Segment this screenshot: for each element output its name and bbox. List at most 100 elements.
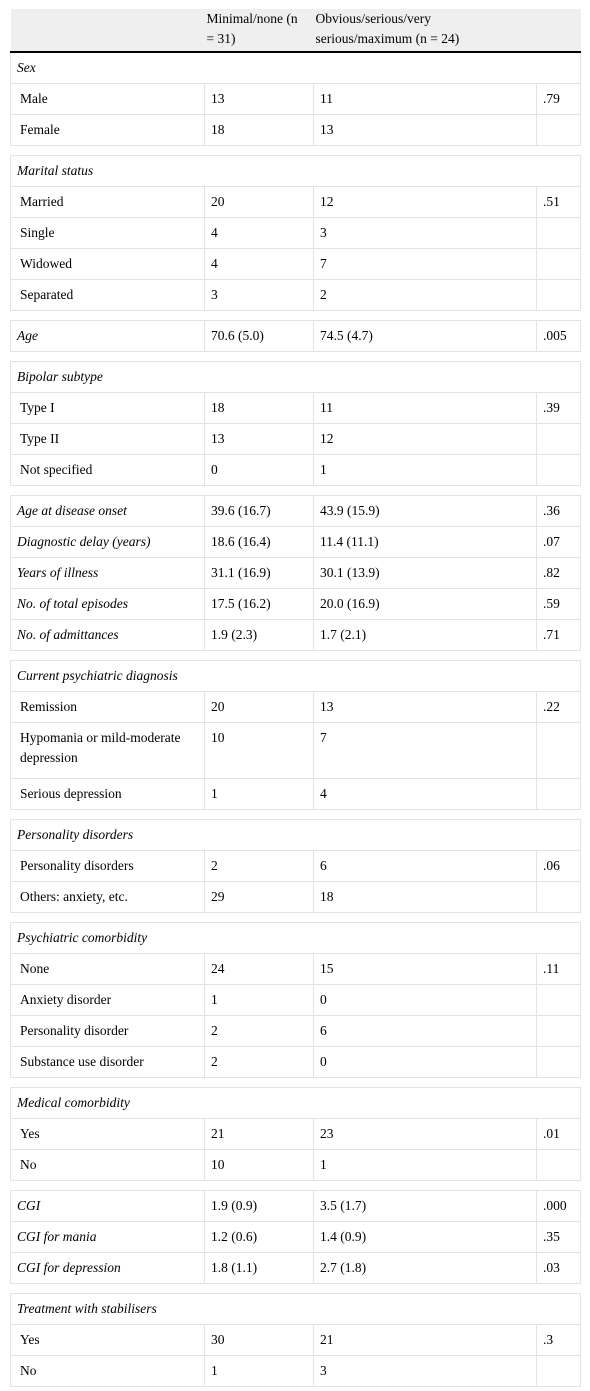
p-value: .01 [536, 1118, 581, 1150]
obvious-value: 6 [313, 1015, 537, 1047]
p-value: .39 [536, 392, 581, 424]
table-row: No. of total episodes 17.5 (16.2) 20.0 (16… [10, 588, 581, 620]
table-row: Personality disorders 2 6.06 [10, 850, 581, 882]
row-label: Anxiety disorder [10, 984, 205, 1016]
table-row: CGI for depression 1.8 (1.1) 2.7 (1.8) .03 [10, 1252, 581, 1284]
obvious-value: 74.5 (4.7) [313, 320, 537, 352]
p-value [536, 984, 581, 1016]
row-label: Married [10, 186, 205, 218]
obvious-value: 1.7 (2.1) [313, 619, 537, 651]
minimal-value: 1.2 (0.6) [204, 1221, 314, 1253]
obvious-value: 3.5 (1.7) [313, 1190, 537, 1222]
minimal-value: 10 [204, 722, 314, 779]
row-label: CGI for mania [10, 1221, 205, 1253]
section-heading-row: Bipolar subtype [10, 361, 581, 393]
table-row: Female 18 13 [10, 114, 581, 146]
row-label: Separated [10, 279, 205, 311]
row-spacer [10, 1180, 581, 1191]
row-label: Diagnostic delay (years) [10, 526, 205, 558]
minimal-value: 30 [204, 1324, 314, 1356]
obvious-value: 6 [313, 850, 537, 882]
row-spacer [10, 485, 581, 496]
minimal-value: 18.6 (16.4) [204, 526, 314, 558]
section-title: Bipolar subtype [10, 361, 581, 393]
obvious-value: 30.1 (13.9) [313, 557, 537, 589]
row-label: Type I [10, 392, 205, 424]
section-title: Personality disorders [10, 819, 581, 851]
header-col-minimal: Minimal/none (n = 31) [204, 9, 314, 53]
table-row: None 24 15.11 [10, 953, 581, 985]
minimal-value: 1.8 (1.1) [204, 1252, 314, 1284]
table-row: Others: anxiety, etc. 29 18 [10, 881, 581, 913]
table-row: Yes 21 23.01 [10, 1118, 581, 1150]
p-value [536, 1015, 581, 1047]
section-title: Psychiatric comorbidity [10, 922, 581, 954]
table-row: Age at disease onset 39.6 (16.7) 43.9 (15.… [10, 495, 581, 527]
row-label: Single [10, 217, 205, 249]
section-heading-row: Sex [10, 52, 581, 84]
header-col1 [10, 9, 205, 53]
spacer-cell [10, 485, 581, 496]
row-spacer [10, 351, 581, 362]
row-spacer [10, 145, 581, 156]
obvious-value: 1.4 (0.9) [313, 1221, 537, 1253]
spacer-cell [10, 1180, 581, 1191]
section-heading-row: Current psychiatric diagnosis [10, 660, 581, 692]
minimal-value: 70.6 (5.0) [204, 320, 314, 352]
obvious-value: 20.0 (16.9) [313, 588, 537, 620]
table-row: Diagnostic delay (years) 18.6 (16.4) 11.4 … [10, 526, 581, 558]
row-label: Widowed [10, 248, 205, 280]
section-title: Current psychiatric diagnosis [10, 660, 581, 692]
table-row: Substance use disorder 2 0 [10, 1046, 581, 1078]
spacer-cell [10, 310, 581, 321]
row-label: Not specified [10, 454, 205, 486]
p-value: .71 [536, 619, 581, 651]
p-value [536, 217, 581, 249]
spacer-cell [10, 809, 581, 820]
minimal-value: 0 [204, 454, 314, 486]
header-col-pvalue [536, 9, 581, 53]
p-value: .22 [536, 691, 581, 723]
minimal-value: 4 [204, 217, 314, 249]
row-spacer [10, 1077, 581, 1088]
obvious-value: 18 [313, 881, 537, 913]
row-spacer [10, 650, 581, 661]
minimal-value: 1 [204, 1355, 314, 1387]
obvious-value: 3 [313, 217, 537, 249]
spacer-cell [10, 351, 581, 362]
row-label: Serious depression [10, 778, 205, 810]
p-value [536, 1046, 581, 1078]
row-label: Male [10, 83, 205, 115]
section-heading-row: Treatment with stabilisers [10, 1293, 581, 1325]
row-label: Yes [10, 1118, 205, 1150]
row-spacer [10, 1283, 581, 1294]
table-row: No 10 1 [10, 1149, 581, 1181]
p-value: .06 [536, 850, 581, 882]
minimal-value: 13 [204, 83, 314, 115]
minimal-value: 29 [204, 881, 314, 913]
p-value [536, 248, 581, 280]
row-label: Personality disorder [10, 1015, 205, 1047]
obvious-value: 23 [313, 1118, 537, 1150]
minimal-value: 1.9 (2.3) [204, 619, 314, 651]
p-value: .82 [536, 557, 581, 589]
p-value: .005 [536, 320, 581, 352]
minimal-value: 31.1 (16.9) [204, 557, 314, 589]
row-label: Age [10, 320, 205, 352]
obvious-value: 2 [313, 279, 537, 311]
spacer-cell [10, 1077, 581, 1088]
minimal-value: 21 [204, 1118, 314, 1150]
obvious-value: 43.9 (15.9) [313, 495, 537, 527]
section-title: Medical comorbidity [10, 1087, 581, 1119]
obvious-value: 12 [313, 423, 537, 455]
obvious-value: 0 [313, 984, 537, 1016]
p-value: .11 [536, 953, 581, 985]
row-spacer [10, 809, 581, 820]
section-title: Treatment with stabilisers [10, 1293, 581, 1325]
section-title: Marital status [10, 155, 581, 187]
obvious-value: 1 [313, 1149, 537, 1181]
section-heading-row: Medical comorbidity [10, 1087, 581, 1119]
row-label: Years of illness [10, 557, 205, 589]
minimal-value: 18 [204, 114, 314, 146]
row-label: Female [10, 114, 205, 146]
